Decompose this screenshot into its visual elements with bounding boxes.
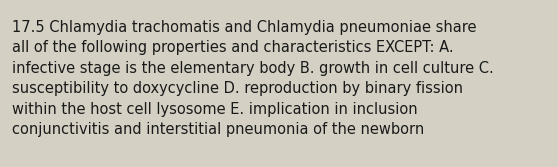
Text: 17.5 Chlamydia trachomatis and Chlamydia pneumoniae share
all of the following p: 17.5 Chlamydia trachomatis and Chlamydia…: [12, 20, 494, 137]
